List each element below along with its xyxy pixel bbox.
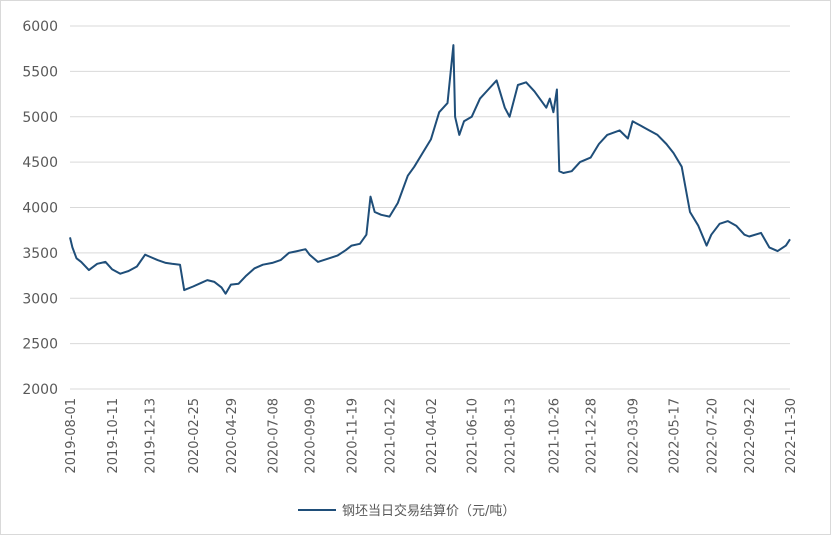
x-tick-label: 2021-06-10 — [466, 398, 481, 474]
x-tick-label: 2021-04-02 — [425, 398, 440, 474]
x-tick-label: 2022-11-30 — [784, 398, 799, 474]
y-tick-label: 2500 — [22, 337, 58, 353]
y-tick-label: 4000 — [22, 201, 58, 217]
x-tick-label: 2021-01-22 — [383, 398, 398, 474]
x-tick-label: 2020-07-08 — [266, 398, 281, 474]
x-tick-label: 2021-10-26 — [547, 398, 562, 474]
x-tick-label: 2022-07-20 — [705, 398, 720, 474]
x-tick-label: 2020-09-09 — [304, 398, 319, 474]
x-tick-label: 2019-12-13 — [143, 398, 158, 474]
legend: 钢坯当日交易结算价（元/吨） — [298, 503, 515, 519]
y-tick-label: 6000 — [22, 19, 58, 35]
y-tick-label: 5500 — [22, 64, 58, 80]
x-tick-label: 2020-11-19 — [346, 398, 361, 474]
y-tick-label: 2000 — [22, 382, 58, 398]
x-tick-label: 2020-02-25 — [187, 398, 202, 474]
x-tick-label: 2022-03-09 — [627, 398, 642, 474]
x-tick-label: 2022-05-17 — [667, 398, 682, 474]
y-tick-label: 5000 — [22, 110, 58, 126]
x-tick-label: 2021-08-13 — [504, 398, 519, 474]
x-tick-label: 2021-12-28 — [585, 398, 600, 474]
x-axis-ticks: 2019-08-01 2019-10-11 2019-12-13 2020-02-25… — [64, 398, 799, 474]
y-tick-label: 3000 — [22, 291, 58, 307]
series-line — [69, 44, 791, 295]
y-axis-ticks: 6000 5500 5000 4500 4000 3500 3000 2500 2000 — [22, 19, 58, 398]
x-tick-label: 2019-10-11 — [106, 398, 121, 474]
y-tick-label: 4500 — [22, 155, 58, 171]
gridlines — [70, 25, 790, 390]
y-tick-label: 3500 — [22, 246, 58, 262]
legend-label: 钢坯当日交易结算价（元/吨） — [342, 503, 515, 519]
x-tick-label: 2020-04-29 — [225, 398, 240, 474]
x-tick-label: 2022-09-22 — [743, 398, 758, 474]
x-tick-label: 2019-08-01 — [64, 398, 79, 474]
